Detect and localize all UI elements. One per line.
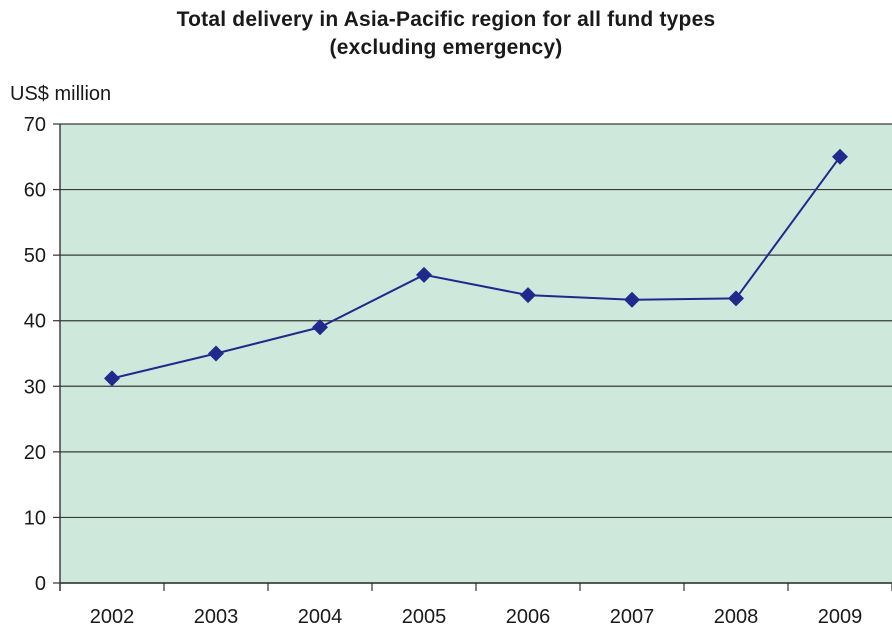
data-point-marker [832, 148, 848, 165]
y-tick-label: 60 [24, 180, 46, 202]
y-tick-label: 70 [24, 114, 46, 136]
chart-title-line-2: (excluding emergency) [329, 36, 563, 59]
y-tick-label: 20 [24, 442, 46, 464]
data-point-marker [728, 290, 744, 307]
y-tick-label: 40 [24, 311, 46, 333]
y-tick-label: 0 [35, 573, 46, 595]
x-tick-label: 2005 [402, 606, 447, 628]
x-tick-label: 2009 [818, 606, 863, 628]
x-tick-label: 2008 [714, 606, 759, 628]
data-point-marker [520, 287, 536, 304]
y-tick-label: 50 [24, 245, 46, 267]
data-point-marker [624, 291, 640, 308]
data-point-marker [416, 266, 432, 283]
y-tick-label: 10 [24, 507, 46, 529]
y-tick-label: 30 [24, 376, 46, 398]
data-point-marker [104, 370, 120, 387]
x-tick-label: 2006 [506, 606, 551, 628]
plot-area [60, 124, 892, 583]
data-point-marker [312, 319, 328, 336]
y-axis-label: US$ million [10, 83, 112, 105]
chart-title-line-1: Total delivery in Asia-Pacific region fo… [176, 8, 716, 31]
x-tick-label: 2007 [610, 606, 655, 628]
data-point-marker [208, 345, 224, 362]
x-tick-label: 2004 [298, 606, 343, 628]
x-tick-label: 2002 [90, 606, 135, 628]
series-line [111, 156, 841, 380]
x-tick-label: 2003 [194, 606, 239, 628]
